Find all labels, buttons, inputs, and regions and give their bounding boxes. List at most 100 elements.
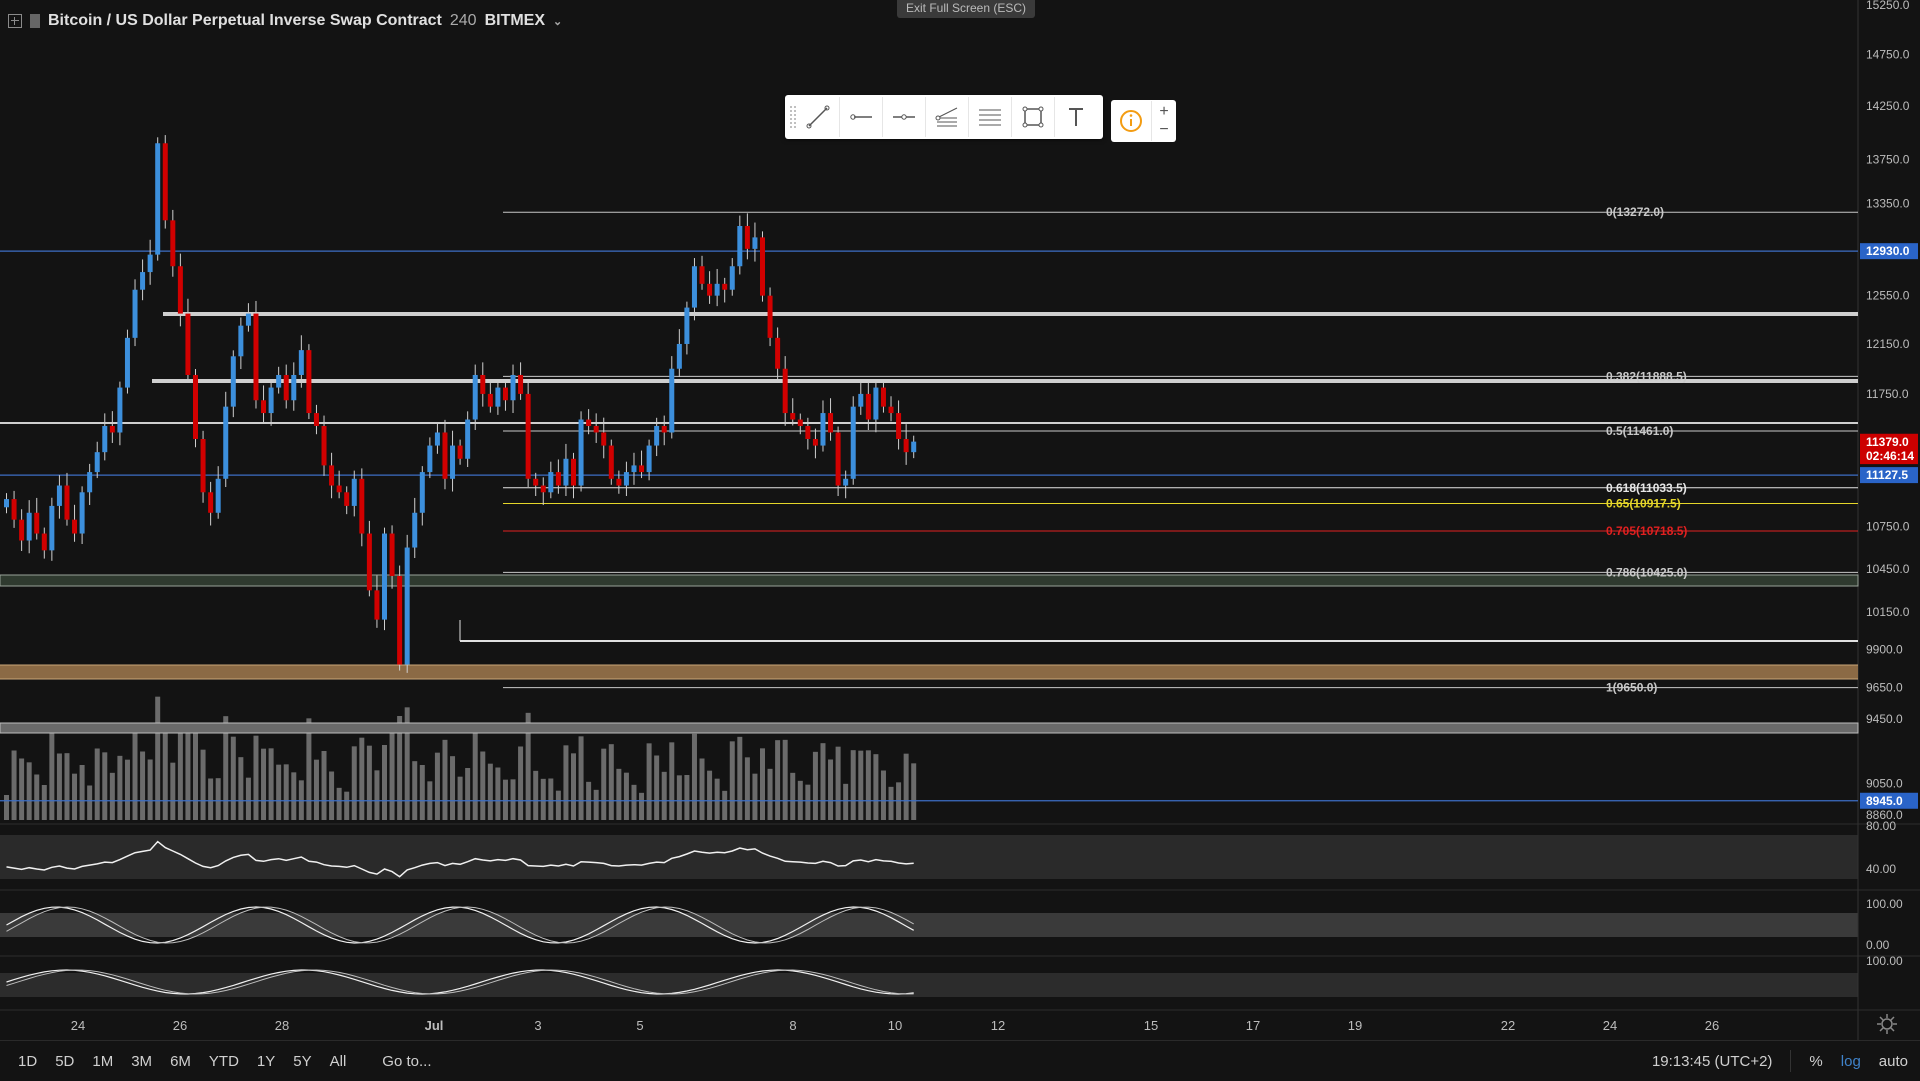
candle-body: [548, 472, 554, 493]
candle-body: [427, 445, 433, 473]
volume-bar: [616, 768, 622, 820]
rectangle-button[interactable]: [1012, 97, 1055, 137]
candle-body: [253, 313, 259, 401]
candle-body: [147, 254, 153, 273]
symbol-header: Bitcoin / US Dollar Perpetual Inverse Sw…: [8, 8, 562, 34]
candle-body: [329, 465, 335, 486]
clock[interactable]: 19:13:45 (UTC+2): [1651, 1052, 1773, 1070]
time-axis-label: 15: [1144, 1018, 1158, 1033]
volume-bar: [344, 791, 350, 820]
volume-bar: [162, 729, 168, 820]
volume-bar: [661, 771, 667, 820]
volume-bar: [230, 736, 236, 820]
timeframe-1y[interactable]: 1Y: [256, 1052, 276, 1070]
fib-level-label: 0.618(11033.5): [1606, 481, 1687, 495]
rsi-line: [6, 840, 914, 878]
price-axis-label: 14750.0: [1866, 48, 1910, 62]
candle-body: [419, 472, 425, 513]
exchange-label[interactable]: BITMEX: [484, 12, 546, 29]
candle-body: [760, 237, 765, 296]
volume-bar: [404, 707, 410, 820]
candle-body: [313, 413, 319, 426]
volume-bar: [767, 768, 773, 820]
volume-bar: [843, 783, 849, 820]
candle-body: [797, 419, 803, 426]
expand-icon[interactable]: [8, 14, 22, 28]
timeframe-1d[interactable]: 1D: [18, 1052, 38, 1070]
timeframe-6m[interactable]: 6M: [170, 1052, 191, 1070]
volume-bar: [389, 733, 395, 820]
candle-body: [820, 413, 826, 446]
zoom-in-button[interactable]: +: [1159, 103, 1169, 120]
goto-button[interactable]: Go to...: [382, 1052, 432, 1070]
zoom-out-button[interactable]: −: [1159, 121, 1169, 138]
candle-body: [737, 225, 743, 267]
candle-body: [404, 547, 410, 665]
volume-bar: [646, 743, 652, 820]
volume-bar: [306, 718, 312, 820]
volume-bar: [707, 770, 713, 820]
volume-bar: [26, 762, 32, 820]
timeframe-all[interactable]: All: [329, 1052, 347, 1070]
exit-fullscreen-button[interactable]: Exit Full Screen (ESC): [897, 0, 1035, 18]
timeframe-5d[interactable]: 5D: [55, 1052, 75, 1070]
pitchfork-button[interactable]: [926, 97, 969, 137]
percent-toggle[interactable]: %: [1809, 1052, 1823, 1070]
candle-body: [457, 445, 463, 459]
volume-bar: [56, 753, 62, 820]
trend-line-button[interactable]: [797, 97, 840, 137]
fib-level-label: 1(9650.0): [1606, 681, 1657, 695]
volume-bar: [366, 745, 372, 820]
price-badge-label: 8945.0: [1866, 794, 1903, 808]
volume-bar: [571, 753, 576, 820]
time-axis-label: 22: [1501, 1018, 1515, 1033]
price-chart[interactable]: 0(13272.0) 0.382(11888.5) 0.5(11461.0) 0.61…: [0, 0, 1920, 1040]
time-axis-label: Jul: [425, 1018, 444, 1033]
interval-label[interactable]: 240: [449, 12, 477, 29]
volume-bar: [714, 778, 720, 820]
volume-bar: [336, 787, 342, 820]
auto-toggle[interactable]: auto: [1878, 1052, 1908, 1070]
volume-bar: [502, 779, 508, 820]
horizontal-ray-button[interactable]: [840, 97, 883, 137]
volume-bar: [79, 765, 85, 820]
text-button[interactable]: [1055, 97, 1097, 137]
settings-gear-icon[interactable]: [1876, 1013, 1898, 1035]
candle-body: [495, 387, 501, 407]
stoch-k-line: [6, 969, 914, 995]
candle-body: [366, 533, 372, 591]
candle-body: [525, 393, 531, 479]
candle-body: [843, 478, 849, 486]
indicator-axis-label: 100.00: [1866, 897, 1903, 911]
volume-bar: [873, 754, 879, 820]
timeframe-ytd[interactable]: YTD: [208, 1052, 239, 1070]
rsi-band: [0, 835, 1858, 879]
time-axis-label: 17: [1246, 1018, 1260, 1033]
candle-body: [177, 266, 183, 314]
log-toggle[interactable]: log: [1840, 1052, 1861, 1070]
volume-bar: [850, 750, 856, 820]
timeframe-3m[interactable]: 3M: [131, 1052, 153, 1070]
price-badge: [1860, 792, 1918, 809]
volume-bar: [268, 748, 274, 820]
chevron-down-icon[interactable]: ⌄: [553, 15, 563, 28]
drawing-toolbar: [785, 95, 1103, 139]
horizontal-ray-icon: [850, 114, 872, 120]
timeframe-5y[interactable]: 5Y: [293, 1052, 312, 1070]
candle-body: [374, 590, 380, 620]
drag-handle-icon[interactable]: [789, 105, 797, 129]
volume-bar: [87, 785, 93, 820]
zoom-controls: + −: [1152, 103, 1176, 139]
parallel-channel-button[interactable]: [969, 97, 1012, 137]
horizontal-line-button[interactable]: [883, 97, 926, 137]
candle-body: [298, 350, 304, 375]
candle-body: [850, 406, 856, 479]
candle-body: [858, 393, 864, 407]
candle-body: [835, 432, 841, 486]
symbol-title[interactable]: Bitcoin / US Dollar Perpetual Inverse Sw…: [48, 12, 442, 29]
timeframe-1m[interactable]: 1M: [92, 1052, 114, 1070]
price-axis-label: 14250.0: [1866, 99, 1910, 113]
info-button[interactable]: [1111, 101, 1152, 141]
volume-bar: [729, 741, 735, 820]
